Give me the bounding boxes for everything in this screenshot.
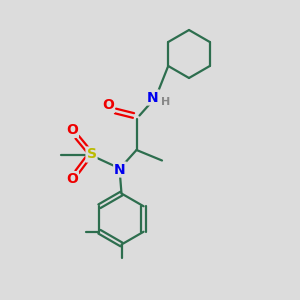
Text: N: N — [147, 91, 159, 104]
Text: S: S — [86, 148, 97, 161]
Text: H: H — [161, 97, 170, 107]
Text: O: O — [66, 172, 78, 186]
Text: O: O — [66, 123, 78, 137]
Text: O: O — [102, 98, 114, 112]
Text: N: N — [114, 163, 126, 176]
